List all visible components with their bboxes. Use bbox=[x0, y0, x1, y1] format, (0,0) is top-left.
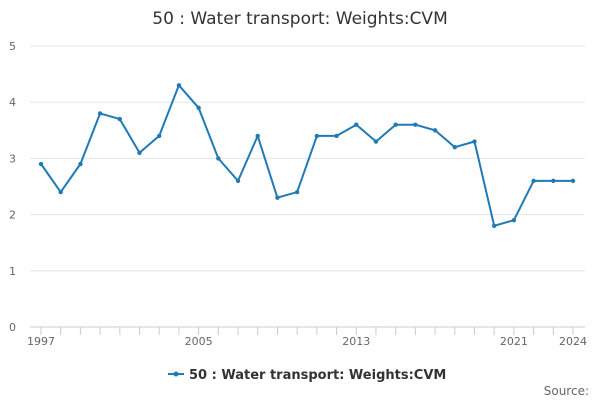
y-tick-label: 1 bbox=[9, 265, 16, 278]
legend-marker-icon bbox=[173, 371, 179, 377]
data-point[interactable] bbox=[452, 144, 457, 150]
y-tick-label: 3 bbox=[9, 152, 16, 165]
legend[interactable]: 50 : Water transport: Weights:CVM bbox=[168, 368, 446, 383]
y-tick-label: 0 bbox=[9, 321, 16, 334]
source-label: Source: bbox=[544, 384, 589, 398]
axes: 0 1 2 3 4 5 1997 2005 2013 2021 2024 bbox=[9, 40, 587, 348]
x-tick-label: 2005 bbox=[185, 335, 213, 348]
data-point[interactable] bbox=[491, 223, 497, 229]
data-point[interactable] bbox=[176, 83, 182, 88]
data-point[interactable] bbox=[216, 156, 221, 161]
series-line[interactable] bbox=[40, 84, 573, 227]
data-point[interactable] bbox=[472, 139, 477, 144]
data-point[interactable] bbox=[511, 218, 517, 223]
data-point[interactable] bbox=[196, 105, 201, 111]
data-point[interactable] bbox=[137, 150, 142, 155]
data-point[interactable] bbox=[235, 178, 241, 184]
chart-title: 50 : Water transport: Weights:CVM bbox=[152, 9, 447, 29]
data-point[interactable] bbox=[58, 189, 63, 195]
data-point[interactable] bbox=[432, 128, 438, 133]
data-point[interactable] bbox=[294, 189, 300, 195]
data-point[interactable] bbox=[78, 161, 83, 167]
data-point[interactable] bbox=[373, 139, 379, 144]
data-point[interactable] bbox=[255, 133, 260, 139]
data-point[interactable] bbox=[275, 195, 280, 200]
data-point[interactable] bbox=[354, 122, 359, 127]
data-point[interactable] bbox=[157, 133, 162, 139]
y-tick-label: 2 bbox=[9, 209, 16, 222]
data-point[interactable] bbox=[38, 161, 44, 167]
data-point[interactable] bbox=[531, 178, 536, 184]
y-tick-label: 4 bbox=[9, 96, 16, 109]
x-tick-label: 1997 bbox=[27, 335, 55, 348]
data-point[interactable] bbox=[413, 122, 418, 127]
x-tick-label: 2013 bbox=[342, 335, 370, 348]
x-tick-label: 2021 bbox=[500, 335, 528, 348]
data-point[interactable] bbox=[117, 116, 123, 122]
y-tick-label: 5 bbox=[9, 40, 16, 53]
gridlines bbox=[30, 45, 585, 328]
data-point[interactable] bbox=[570, 178, 576, 184]
x-tick-label: 2024 bbox=[559, 335, 587, 348]
series-group bbox=[38, 83, 576, 229]
data-point[interactable] bbox=[551, 178, 556, 184]
data-point[interactable] bbox=[97, 111, 103, 116]
data-point[interactable] bbox=[393, 122, 398, 127]
data-point[interactable] bbox=[314, 133, 320, 139]
data-point[interactable] bbox=[334, 133, 339, 139]
legend-label[interactable]: 50 : Water transport: Weights:CVM bbox=[189, 368, 446, 383]
